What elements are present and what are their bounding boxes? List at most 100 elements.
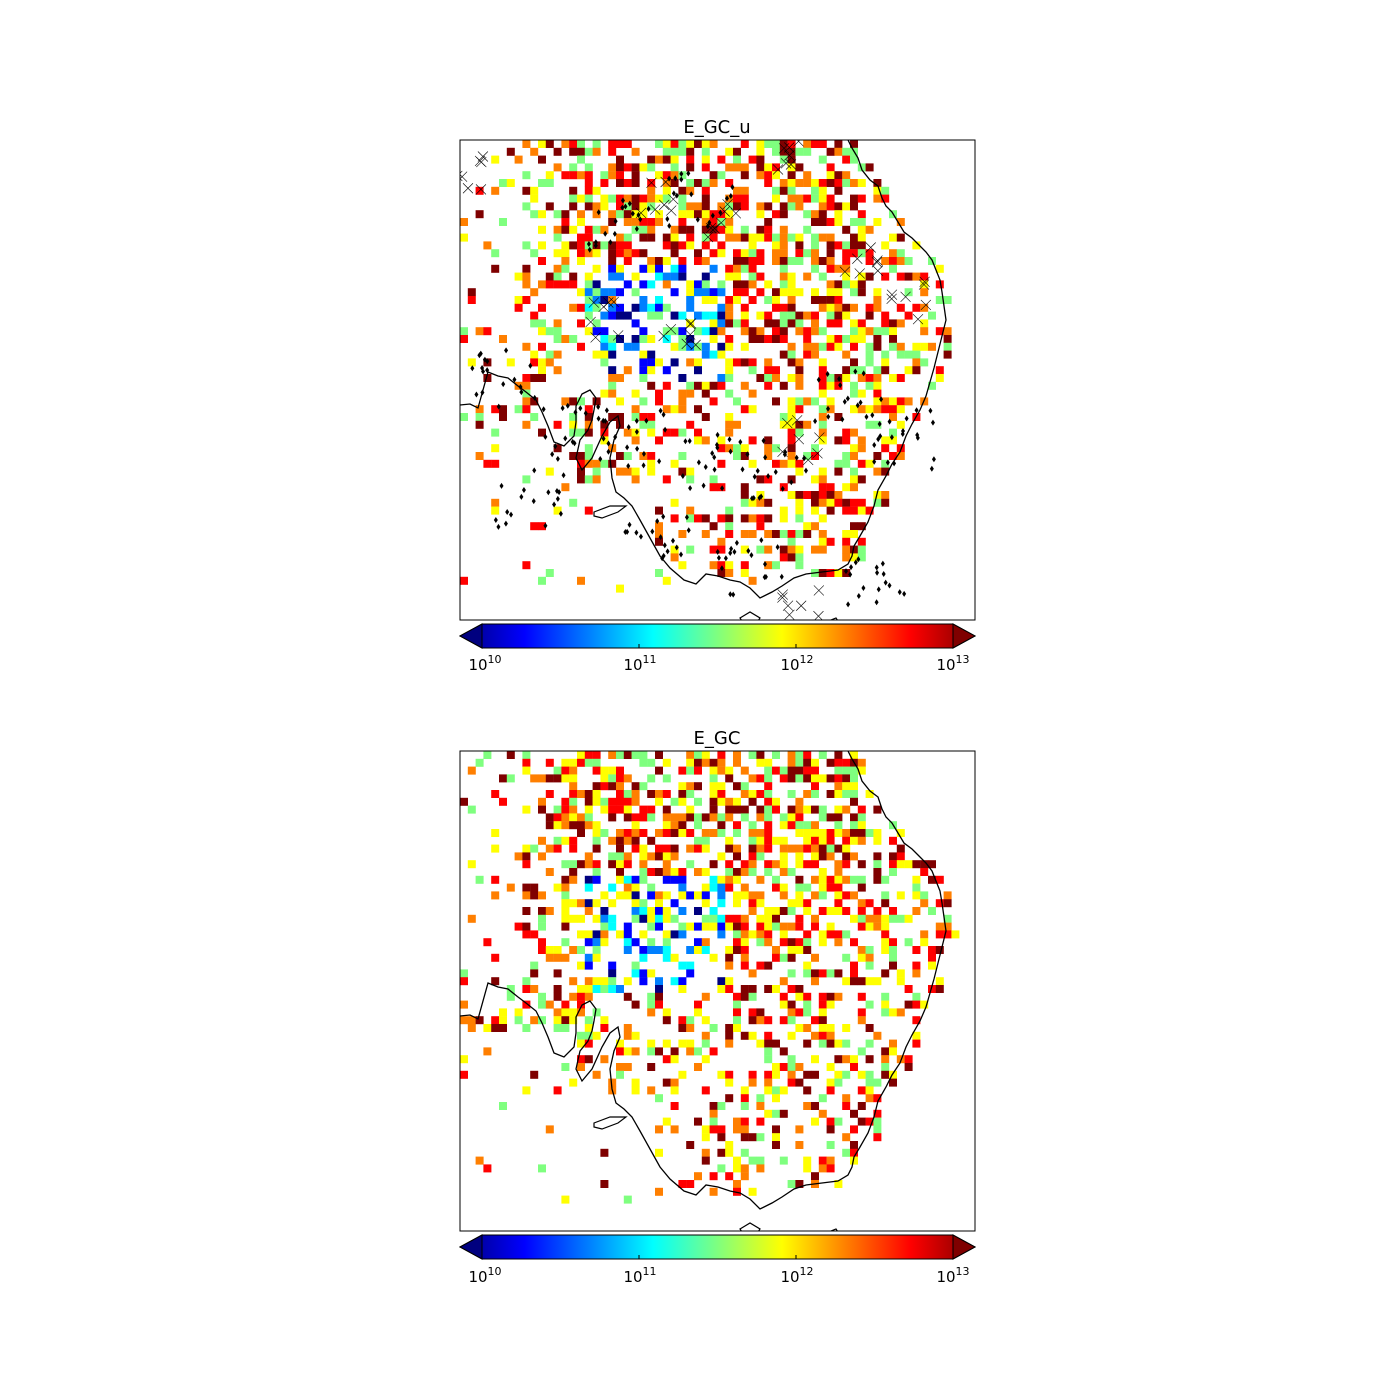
emission-cell [584,953,593,962]
emission-cell [460,797,468,806]
emission-cell [826,992,835,1001]
significance-marker [505,508,510,515]
emission-cell [694,366,702,375]
emission-cell [811,475,819,484]
emission-cell [842,147,851,156]
emission-cell [631,171,640,180]
emission-cell [709,860,718,869]
emission-cell [756,147,765,156]
emission-cell [608,381,617,390]
hatch-mark [666,205,677,216]
emission-cell [889,852,897,861]
emission-cell [553,366,562,375]
emission-cell [686,860,695,869]
emission-cell [873,498,882,507]
emission-cell [912,1031,921,1040]
emission-cell [756,1117,765,1126]
emission-cell [779,303,788,312]
emission-cell [881,350,890,359]
emission-cell [623,1195,632,1204]
emission-cell [483,327,492,336]
emission-cell [857,545,866,554]
emission-cell [655,522,663,531]
emission-cell [553,774,562,783]
emission-cell [795,498,804,507]
emission-cell [592,914,601,923]
emission-cell [826,758,835,767]
emission-cell [818,875,827,884]
emission-cell [678,868,687,876]
emission-cell [725,319,734,328]
emission-cell [655,790,663,798]
emission-cell [553,420,562,429]
hatch-mark [839,266,851,277]
emission-cell [740,961,749,970]
emission-cell [569,202,578,211]
emission-cell [873,1109,882,1118]
emission-cell [553,766,562,775]
emission-cell [842,335,851,343]
emission-cell [655,1000,663,1009]
emission-cell [639,163,648,172]
significance-marker [665,216,670,223]
emission-cell [686,1047,695,1056]
emission-cell [873,1094,882,1103]
emission-cell [818,389,827,398]
significance-marker [583,410,588,417]
emission-cell [514,303,523,312]
emission-cell [857,475,866,484]
emission-cell [701,186,710,195]
emission-cell [818,969,827,978]
emission-cell [787,475,796,484]
emission-cell [889,319,897,328]
emission-cell [935,327,944,336]
emission-cell [584,1055,593,1064]
emission-cell [826,790,835,798]
emission-cell [811,179,819,187]
significance-marker [587,246,592,253]
emission-cell [530,413,539,421]
emission-cell [834,147,843,156]
emission-cell [475,1156,484,1165]
emission-cell [553,233,562,242]
emission-cell [787,171,796,180]
emission-cell [756,1133,765,1142]
emission-cell [701,1156,710,1165]
emission-cell [623,366,632,375]
panel-title-top: E_GC_u [683,117,750,138]
emission-cell [826,335,835,343]
emission-cell [896,257,905,265]
emission-cell [912,350,921,359]
emission-cell [733,202,741,211]
emission-cell [818,751,827,759]
emission-cell [616,202,624,211]
emission-cell [545,179,554,187]
hatch-mark [608,296,619,308]
emission-cell [826,319,835,328]
emission-cell [577,210,585,219]
emission-cell [772,561,780,570]
emission-cell [670,844,679,853]
emission-cell [631,961,640,970]
emission-cell [842,264,851,273]
emission-cell [709,171,718,180]
emission-cell [545,1000,554,1009]
emission-cell [826,1164,835,1173]
emission-cell [779,977,788,986]
emission-cell [881,914,890,923]
emission-cell [818,514,827,523]
emission-cell [865,257,874,265]
emission-cell [803,194,812,203]
emission-cell [764,758,773,767]
emission-cell [920,868,929,876]
emission-cell [795,774,804,783]
significance-marker [780,485,785,492]
emission-cell [577,1039,585,1048]
emission-cell [561,280,570,289]
emission-cell [561,821,570,830]
significance-marker [749,552,754,559]
emission-cell [826,1078,835,1087]
significance-marker [684,514,689,521]
emission-cell [928,860,936,869]
emission-cell [584,506,593,515]
